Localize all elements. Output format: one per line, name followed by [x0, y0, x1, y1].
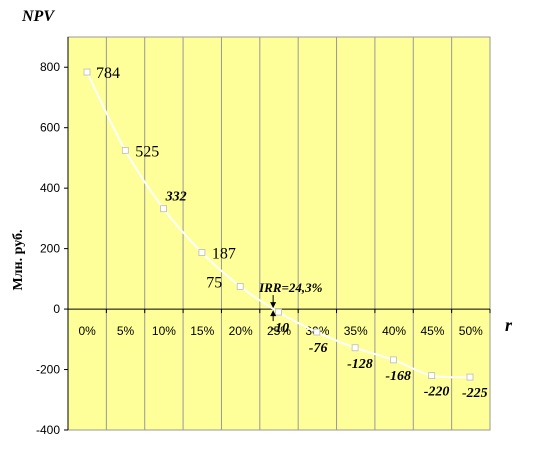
data-point — [83, 68, 91, 76]
x-tick-label: 20% — [229, 324, 253, 338]
data-label: -168 — [385, 369, 411, 384]
y-axis-title-npv: NPV — [21, 8, 55, 25]
y-tick-label: 200 — [40, 242, 60, 256]
x-tick-label: 5% — [117, 324, 135, 338]
x-axis-title: r — [505, 315, 513, 335]
y-axis-title: Млн. руб. — [11, 229, 26, 290]
x-tick-label: 15% — [190, 324, 214, 338]
data-label: -128 — [347, 357, 373, 372]
data-label: -10 — [271, 321, 290, 336]
data-point — [160, 205, 168, 213]
data-label: 75 — [206, 274, 222, 291]
y-tick-label: 400 — [40, 181, 60, 195]
data-label: 187 — [212, 246, 236, 263]
irr-annotation: IRR=24,3% — [258, 280, 323, 295]
data-label: 525 — [135, 143, 159, 160]
x-tick-label: 25% — [267, 324, 291, 338]
data-point — [351, 344, 359, 352]
data-point — [121, 146, 129, 154]
data-label: 332 — [165, 190, 187, 205]
data-point — [275, 308, 282, 316]
data-label: -220 — [424, 385, 450, 400]
x-tick-label: 10% — [152, 324, 176, 338]
data-point — [389, 356, 397, 364]
data-point — [313, 328, 321, 336]
irr-arrowhead-up — [270, 310, 277, 317]
y-tick-label: 0 — [53, 302, 60, 316]
data-point — [466, 373, 474, 381]
data-point — [428, 372, 436, 379]
irr-arrowhead-down — [270, 302, 277, 309]
data-point — [198, 249, 206, 256]
data-label: -76 — [309, 341, 328, 356]
x-tick-label: 40% — [382, 324, 406, 338]
y-tick-label: -200 — [36, 363, 60, 377]
y-tick-label: 800 — [40, 60, 60, 74]
x-tick-label: 45% — [420, 324, 444, 338]
data-label: -225 — [462, 386, 488, 401]
data-label: 784 — [96, 65, 120, 82]
data-point — [236, 283, 244, 290]
plot-area — [67, 36, 491, 431]
y-tick-label: -400 — [36, 423, 60, 437]
y-tick-label: 600 — [40, 121, 60, 135]
x-tick-label: 0% — [79, 324, 97, 338]
x-tick-label: 35% — [344, 324, 368, 338]
x-tick-label: 50% — [459, 324, 483, 338]
